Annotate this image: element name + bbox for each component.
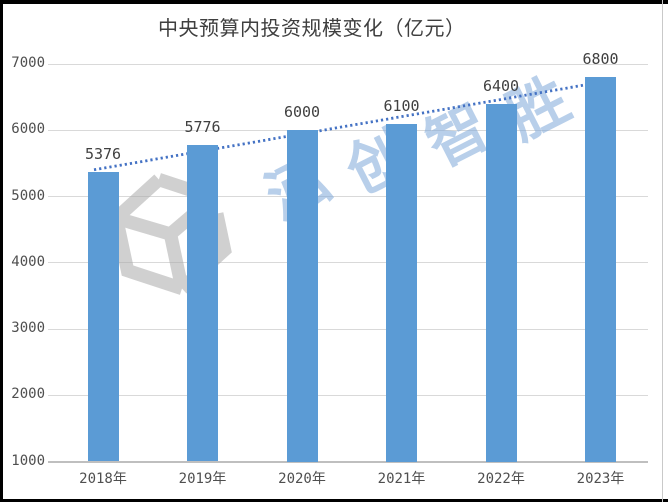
bar-2023年 bbox=[585, 77, 616, 462]
x-axis-tick-label: 2019年 bbox=[178, 471, 227, 487]
frame-border-left bbox=[0, 0, 3, 502]
gridline bbox=[48, 328, 648, 330]
frame-border-bottom bbox=[0, 499, 668, 502]
bar-value-label: 5376 bbox=[84, 144, 122, 163]
bar-value-label: 6400 bbox=[482, 76, 520, 95]
y-axis-tick-label: 5000 bbox=[11, 187, 45, 204]
bar-value-label: 5776 bbox=[184, 118, 221, 137]
bar-2022年 bbox=[485, 103, 517, 462]
x-axis-tick-label: 2020年 bbox=[278, 471, 326, 487]
y-axis-tick-label: 3000 bbox=[11, 320, 45, 336]
gridline bbox=[48, 196, 648, 197]
x-axis-tick-label: 2023年 bbox=[576, 471, 625, 487]
y-axis-tick-label: 7000 bbox=[11, 55, 45, 71]
x-axis-line bbox=[48, 460, 648, 463]
y-axis-tick-label: 1000 bbox=[11, 452, 45, 469]
bar-2019年 bbox=[187, 145, 218, 462]
bar-2018年 bbox=[87, 171, 119, 462]
bar-2021年 bbox=[386, 123, 417, 462]
x-axis-tick-label: 2018年 bbox=[79, 471, 127, 487]
y-axis-tick-label: 4000 bbox=[11, 253, 45, 270]
frame-border-right bbox=[662, 0, 663, 502]
bar-value-label: 6000 bbox=[283, 103, 321, 122]
gridline bbox=[48, 129, 648, 131]
gridline bbox=[48, 394, 648, 396]
chart-title: 中央预算内投资规模变化（亿元） bbox=[158, 16, 466, 40]
frame-border-top bbox=[0, 0, 668, 4]
y-axis-tick-label: 6000 bbox=[11, 121, 45, 138]
y-axis-tick-label: 2000 bbox=[11, 386, 45, 403]
x-axis-tick-label: 2022年 bbox=[477, 471, 525, 487]
gridline bbox=[48, 63, 648, 65]
bar-value-label: 6100 bbox=[383, 96, 420, 115]
x-axis-tick-label: 2021年 bbox=[377, 471, 426, 487]
bar-2020年 bbox=[286, 130, 318, 462]
gridline bbox=[48, 262, 648, 264]
bar-value-label: 6800 bbox=[582, 50, 619, 69]
